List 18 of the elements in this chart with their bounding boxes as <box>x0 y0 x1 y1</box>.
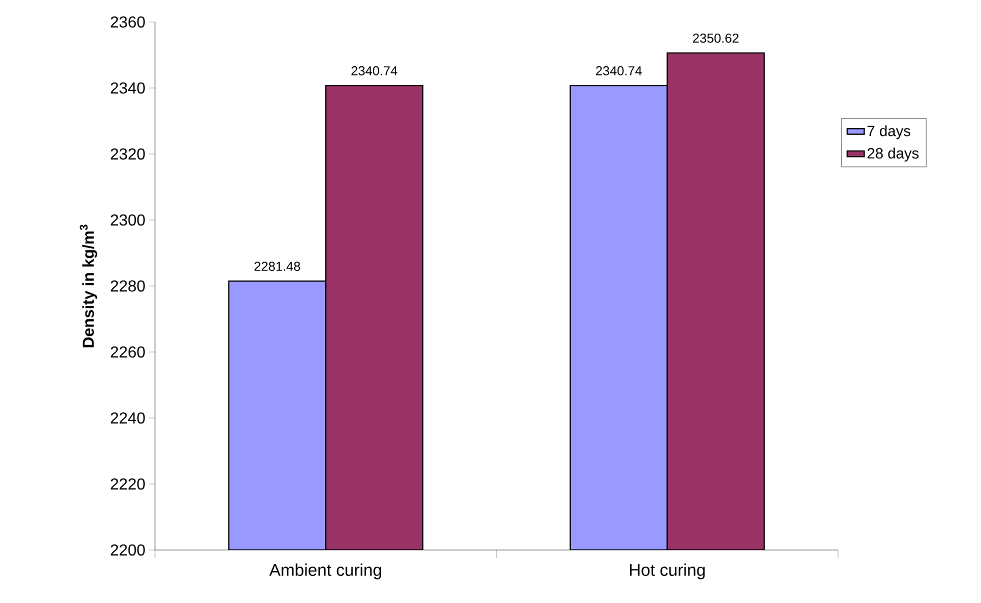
y-axis-title: Density in kg/m$^{3}$ <box>80 224 98 348</box>
y-tick-label: 2300 <box>110 214 145 226</box>
legend-label: 7 days <box>868 125 910 140</box>
y-tick-label: 2200 <box>110 544 145 556</box>
x-tick-label: Ambient curing <box>269 564 382 580</box>
y-tick-label: 2360 <box>110 16 145 28</box>
y-tick-label: 2320 <box>110 148 145 160</box>
x-tick-label: Hot curing <box>630 564 705 580</box>
data-label: 2340.74 <box>596 66 642 76</box>
data-label: 2340.74 <box>351 66 398 76</box>
y-tick-label: 2340 <box>110 82 145 94</box>
y-tick-label: 2280 <box>110 280 145 292</box>
y-tick-label: 2220 <box>110 478 145 490</box>
data-label: 2281.48 <box>254 262 300 271</box>
y-tick-label: 2260 <box>110 346 145 358</box>
data-label: 2350.62 <box>692 34 738 43</box>
y-tick-label: 2240 <box>110 412 145 424</box>
legend-label: 28 days <box>868 148 919 162</box>
